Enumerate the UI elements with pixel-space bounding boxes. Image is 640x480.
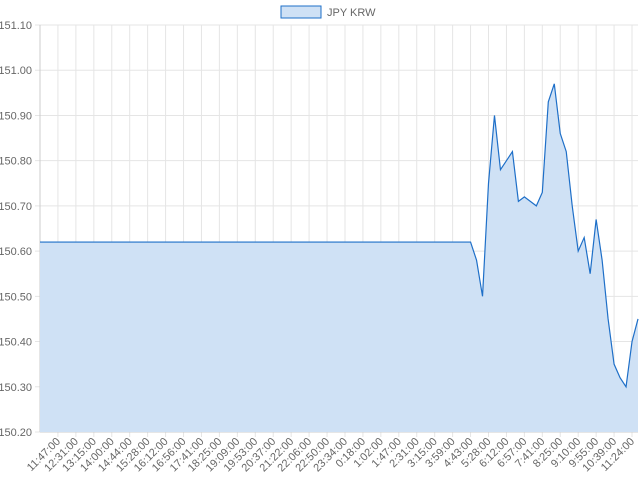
y-tick-label: 151.10 xyxy=(0,20,32,32)
y-tick-label: 150.70 xyxy=(0,201,32,213)
y-tick-label: 150.80 xyxy=(0,156,32,168)
legend-swatch xyxy=(280,5,322,19)
legend-label: JPY KRW xyxy=(327,7,376,19)
y-tick-label: 150.20 xyxy=(0,427,32,439)
line xyxy=(40,83,639,389)
area xyxy=(40,83,638,432)
y-tick-label: 151.00 xyxy=(0,65,32,77)
y-tick-label: 150.50 xyxy=(0,291,32,303)
y-tick-label: 150.90 xyxy=(0,110,32,122)
y-tick-label: 150.60 xyxy=(0,246,32,258)
y-tick-label: 150.40 xyxy=(0,337,32,349)
y-tick-label: 150.30 xyxy=(0,382,32,394)
